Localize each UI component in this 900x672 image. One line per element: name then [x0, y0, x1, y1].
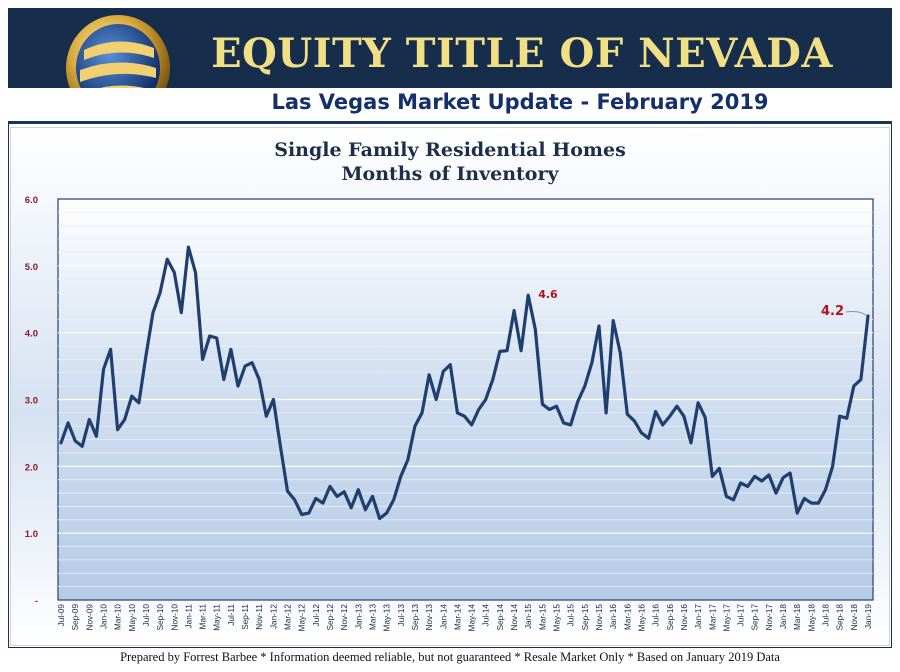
x-tick-label: Mar-10 [114, 604, 123, 630]
x-tick-label: May-13 [383, 604, 392, 632]
footer-note: Prepared by Forrest Barbee * Information… [120, 650, 780, 664]
x-tick-label: Mar-12 [284, 604, 293, 630]
x-tick-label: Sep-13 [411, 604, 420, 631]
subtitle-band [8, 88, 892, 124]
y-tick-label: 1.0 [25, 529, 38, 540]
x-tick-label: Nov-12 [340, 604, 349, 631]
y-tick-label: 6.0 [25, 195, 38, 206]
x-tick-label: Jan-14 [439, 604, 448, 629]
x-tick-label: Nov-11 [255, 604, 264, 630]
x-tick-label: Jul-16 [652, 604, 661, 627]
x-tick-label: May-15 [553, 604, 562, 632]
x-tick-label: Jul-11 [227, 604, 236, 626]
x-tick-label: Nov-14 [510, 604, 519, 631]
x-tick-label: Jul-18 [822, 604, 831, 627]
x-tick-label: Jul-14 [482, 604, 491, 627]
x-tick-label: Jan-19 [864, 604, 873, 629]
x-tick-label: Jul-17 [737, 604, 746, 627]
x-tick-label: Jan-15 [524, 604, 533, 629]
x-tick-label: Mar-16 [623, 604, 632, 630]
x-tick-label: Sep-18 [836, 604, 845, 631]
x-tick-label: Nov-10 [170, 604, 179, 631]
x-tick-label: Jan-11 [184, 604, 193, 629]
chart-title: Single Family Residential Homes [274, 139, 626, 161]
x-tick-label: May-14 [468, 604, 477, 632]
x-tick-label: Jul-12 [312, 604, 321, 627]
x-tick-label: Nov-09 [85, 604, 94, 631]
company-name: EQUITY TITLE OF NEVADA [211, 30, 833, 77]
x-tick-label: Mar-18 [793, 604, 802, 630]
x-tick-label: Nov-18 [850, 604, 859, 631]
x-tick-label: May-17 [722, 604, 731, 632]
x-tick-label: Jul-09 [57, 604, 66, 627]
x-tick-label: Jan-16 [609, 604, 618, 629]
x-tick-label: May-12 [298, 604, 307, 632]
x-tick-label: Jul-13 [397, 604, 406, 627]
x-tick-label: Mar-11 [199, 604, 208, 630]
x-tick-label: May-10 [128, 604, 137, 632]
data-label: 4.2 [821, 304, 844, 319]
x-tick-label: Nov-17 [765, 604, 774, 631]
x-tick-label: May-16 [637, 604, 646, 632]
x-tick-label: Mar-15 [538, 604, 547, 630]
report-subtitle: Las Vegas Market Update - February 2019 [271, 90, 769, 114]
x-tick-label: Nov-15 [595, 604, 604, 631]
series-line [59, 245, 870, 521]
x-tick-label: Mar-17 [708, 604, 717, 630]
x-tick-label: Jan-12 [269, 604, 278, 629]
x-tick-label: Sep-17 [751, 604, 760, 631]
data-label-leader [845, 310, 868, 317]
x-tick-label: Jan-18 [779, 604, 788, 629]
x-tick-label: Sep-10 [156, 604, 165, 631]
y-tick-label: 2.0 [25, 462, 38, 473]
x-tick-label: Sep-09 [71, 604, 80, 631]
x-tick-label: May-18 [807, 604, 816, 632]
data-label: 4.6 [538, 288, 558, 301]
x-tick-label: Jan-13 [354, 604, 363, 629]
x-tick-label: Nov-16 [680, 604, 689, 631]
x-tick-label: Jan-17 [694, 604, 703, 629]
x-tick-label: Jan-10 [99, 604, 108, 629]
y-tick-label: 3.0 [25, 396, 38, 407]
x-tick-label: Nov-13 [425, 604, 434, 631]
x-tick-label: Sep-11 [241, 604, 250, 630]
x-tick-label: Jul-15 [567, 604, 576, 627]
chart-subtitle: Months of Inventory [341, 163, 559, 185]
x-tick-label: Sep-15 [581, 604, 590, 631]
x-tick-label: Jul-10 [142, 604, 151, 627]
x-tick-label: May-11 [213, 604, 222, 631]
x-tick-label: Mar-14 [453, 604, 462, 630]
x-tick-label: Mar-13 [368, 604, 377, 630]
y-tick-label: 4.0 [25, 329, 38, 340]
x-tick-label: Sep-12 [326, 604, 335, 631]
y-tick-label: 5.0 [25, 262, 38, 273]
x-tick-label: Sep-14 [496, 604, 505, 631]
x-tick-label: Sep-16 [666, 604, 675, 631]
y-tick-label: - [35, 596, 38, 607]
